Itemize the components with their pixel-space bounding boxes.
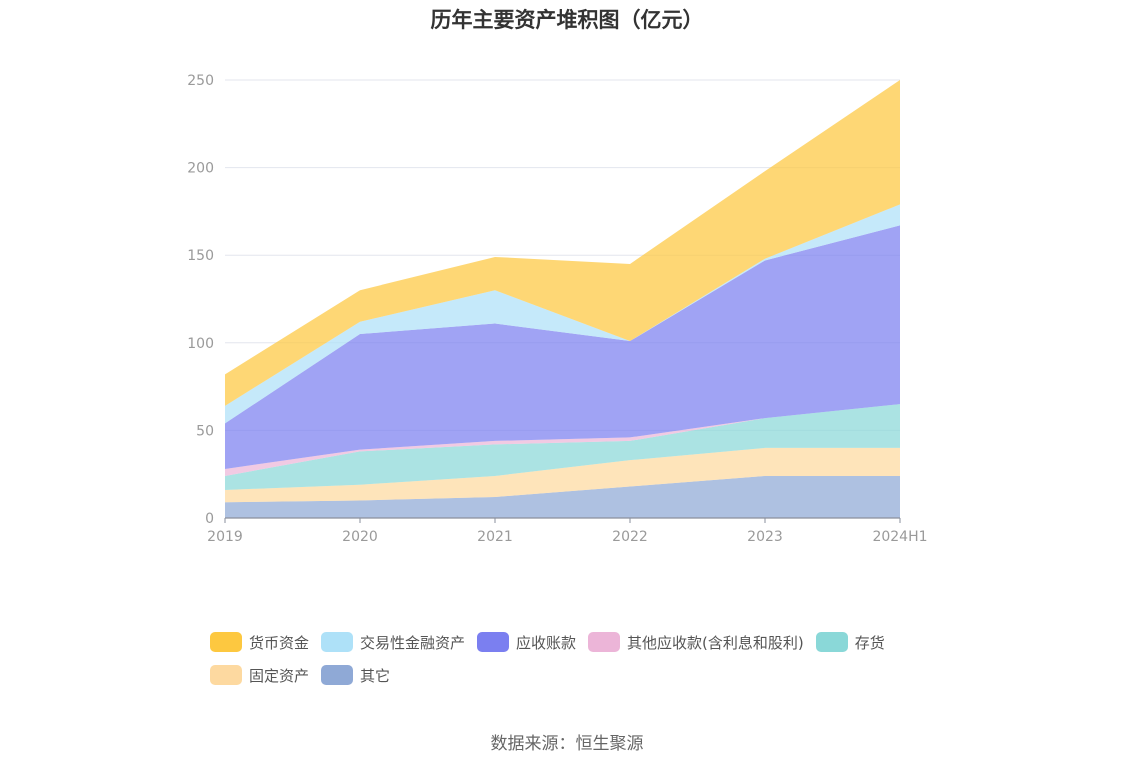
x-tick-label: 2024H1 [872, 529, 927, 545]
area-series-6 [225, 80, 900, 406]
legend-item[interactable]: 其他应收款(含利息和股利) [588, 630, 804, 654]
legend-swatch [210, 632, 242, 652]
legend-item[interactable]: 货币资金 [210, 630, 309, 654]
x-tick-label: 2023 [747, 529, 783, 545]
legend: 货币资金 交易性金融资产 应收账款 其他应收款(含利息和股利) 存货固定资产 其它 [210, 630, 970, 687]
y-tick-label: 0 [205, 511, 214, 527]
area-series-1 [225, 447, 900, 503]
x-tick-label: 2021 [477, 529, 513, 545]
legend-item[interactable]: 固定资产 [210, 663, 309, 687]
stacked-area-chart: 0 50 100 150 200 250 2019 2020 2021 2022 2023 2024H… [187, 73, 927, 545]
legend-label: 其他应收款(含利息和股利) [627, 633, 804, 652]
legend-item[interactable]: 交易性金融资产 [321, 630, 465, 654]
legend-label: 应收账款 [516, 633, 577, 652]
legend-label: 存货 [854, 633, 885, 652]
data-source: 数据来源：恒生聚源 [490, 734, 644, 754]
area-series-0 [225, 475, 900, 518]
x-tick-label: 2022 [612, 529, 648, 545]
legend-swatch [210, 665, 242, 685]
legend-swatch [815, 632, 848, 652]
legend-label: 固定资产 [249, 666, 310, 685]
area-series-2 [225, 404, 900, 490]
legend-swatch [588, 632, 621, 652]
area-series-4 [225, 225, 900, 469]
axes: 0 50 100 150 200 250 2019 2020 2021 2022 2023 2024H… [187, 73, 927, 545]
legend-swatch [477, 632, 510, 652]
legend-swatch [321, 632, 354, 652]
legend-label: 货币资金 [249, 633, 310, 652]
y-tick-label: 100 [187, 336, 214, 352]
y-tick-label: 150 [187, 248, 214, 264]
legend-label: 交易性金融资产 [360, 633, 466, 652]
x-tick-label: 2020 [342, 529, 378, 545]
legend-swatch [321, 665, 354, 685]
area-series [225, 80, 900, 518]
legend-item[interactable]: 其它 [321, 663, 390, 687]
area-series-3 [225, 404, 900, 476]
legend-item[interactable]: 应收账款 [477, 630, 576, 654]
y-tick-label: 50 [196, 423, 214, 439]
chart-title: 历年主要资产堆积图（亿元） [430, 8, 704, 32]
x-tick-label: 2019 [207, 529, 243, 545]
legend-label: 其它 [360, 666, 391, 685]
legend-item[interactable]: 存货 [815, 630, 885, 654]
y-tick-label: 200 [187, 161, 214, 177]
y-tick-label: 250 [187, 73, 214, 89]
